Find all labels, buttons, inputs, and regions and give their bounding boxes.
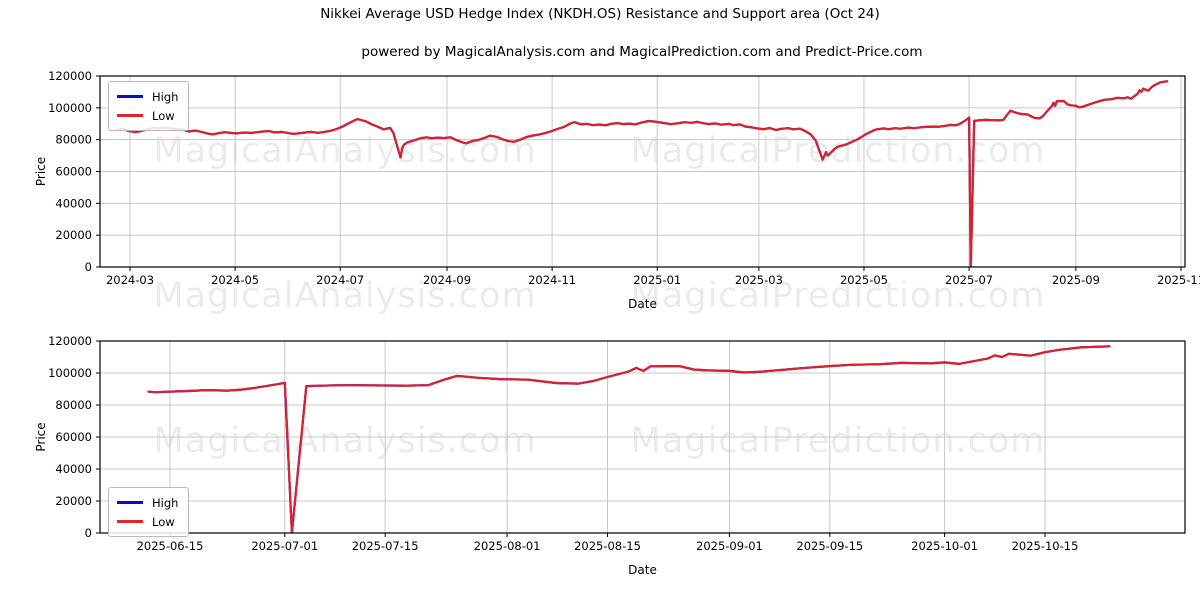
legend-low-label: Low xyxy=(152,108,175,123)
x-tick-label: 2025-01 xyxy=(633,273,681,287)
watermark-magicalprediction-middle: MagicalPrediction.com xyxy=(630,276,1046,316)
y-axis-label: Price xyxy=(34,422,48,451)
series-line-high xyxy=(115,80,1169,267)
y-tick-label: 100000 xyxy=(48,366,92,380)
y-tick-label: 20000 xyxy=(55,494,92,508)
y-tick-label: 120000 xyxy=(48,334,92,348)
x-tick-label: 2024-11 xyxy=(528,273,576,287)
legend-bottom-chart: High Low xyxy=(108,487,190,537)
axes-spines xyxy=(99,340,1186,534)
legend-entry-low: Low xyxy=(117,106,178,125)
y-tick-label: 80000 xyxy=(55,398,92,412)
legend-entry-low: Low xyxy=(117,512,178,531)
x-axis-label: Date xyxy=(628,297,657,311)
x-tick-label: 2025-08-15 xyxy=(574,539,641,553)
legend-high-line-swatch xyxy=(117,501,143,504)
series-line-high xyxy=(147,345,1111,533)
x-tick-label: 2024-03 xyxy=(106,273,154,287)
legend-entry-high: High xyxy=(117,87,178,106)
y-tick-label: 120000 xyxy=(48,69,92,83)
legend-high-label: High xyxy=(152,495,179,510)
y-tick-label: 20000 xyxy=(55,228,92,242)
x-tick-label: 2024-09 xyxy=(423,273,471,287)
x-tick-label: 2025-09-01 xyxy=(696,539,763,553)
watermark-magicalprediction-bottom: MagicalPrediction.com xyxy=(630,421,1046,461)
x-axis-label: Date xyxy=(628,563,657,577)
y-tick-label: 60000 xyxy=(55,430,92,444)
legend-low-line-swatch xyxy=(117,114,143,117)
x-tick-label: 2025-09 xyxy=(1052,273,1100,287)
x-tick-label: 2025-11 xyxy=(1157,273,1200,287)
legend-low-line-swatch xyxy=(117,520,143,523)
y-tick-label: 0 xyxy=(85,260,92,274)
watermark-magicalanalysis-bottom: MagicalAnalysis.com xyxy=(153,421,537,461)
watermark-magicalanalysis-top: MagicalAnalysis.com xyxy=(153,131,537,171)
x-tick-label: 2024-05 xyxy=(211,273,259,287)
x-tick-label: 2025-10-15 xyxy=(1012,539,1079,553)
y-tick-label: 100000 xyxy=(48,101,92,115)
x-tick-label: 2025-09-15 xyxy=(796,539,863,553)
x-tick-label: 2025-05 xyxy=(840,273,888,287)
x-tick-label: 2024-07 xyxy=(316,273,364,287)
series-line-low xyxy=(115,80,1169,267)
series-line-low xyxy=(147,345,1111,533)
y-tick-label: 40000 xyxy=(55,462,92,476)
y-tick-label: 0 xyxy=(85,526,92,540)
watermark-magicalanalysis-middle: MagicalAnalysis.com xyxy=(153,276,537,316)
y-tick-label: 40000 xyxy=(55,196,92,210)
x-tick-label: 2025-07-15 xyxy=(352,539,419,553)
x-tick-label: 2025-06-15 xyxy=(137,539,204,553)
watermark-magicalprediction-top: MagicalPrediction.com xyxy=(630,131,1046,171)
legend-entry-high: High xyxy=(117,493,178,512)
axes-spines xyxy=(99,75,1186,268)
y-tick-label: 60000 xyxy=(55,165,92,179)
legend-top-chart: High Low xyxy=(108,81,190,131)
x-tick-label: 2025-03 xyxy=(735,273,783,287)
legend-high-line-swatch xyxy=(117,95,143,98)
figure-title: Nikkei Average USD Hedge Index (NKDH.OS)… xyxy=(320,6,880,22)
y-tick-label: 80000 xyxy=(55,133,92,147)
legend-low-label: Low xyxy=(152,514,175,529)
chart-subtitle: powered by MagicalAnalysis.com and Magic… xyxy=(361,44,923,60)
legend-high-label: High xyxy=(152,89,179,104)
x-tick-label: 2025-07 xyxy=(945,273,993,287)
x-tick-label: 2025-07-01 xyxy=(251,539,318,553)
x-tick-label: 2025-08-01 xyxy=(474,539,541,553)
x-tick-label: 2025-10-01 xyxy=(911,539,978,553)
y-axis-label: Price xyxy=(34,157,48,186)
